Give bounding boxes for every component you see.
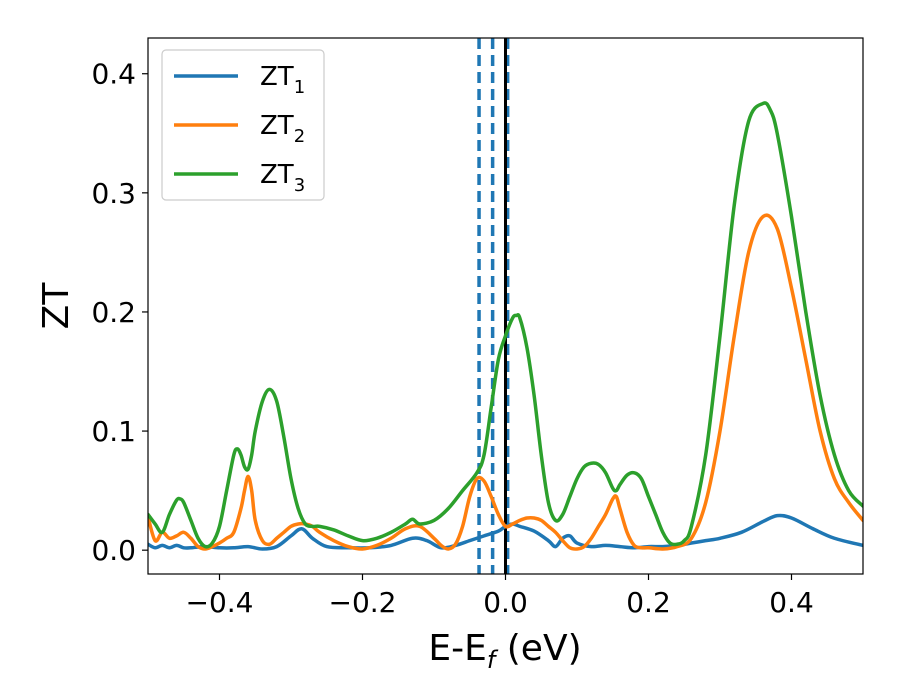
x-tick-label: 0.4 [769, 586, 814, 619]
y-axis-ticks: 0.0 0.1 0.2 0.3 0.4 [91, 58, 148, 567]
x-axis-label-unit: (eV) [495, 628, 581, 669]
legend: ZT1 ZT2 ZT3 [161, 49, 325, 201]
x-tick-label: −0.4 [186, 586, 254, 619]
y-tick-label: 0.4 [91, 58, 136, 91]
series-lines [148, 101, 863, 551]
x-axis-ticks: −0.4 −0.2 0.0 0.2 0.4 [186, 574, 814, 619]
y-axis-label: ZT [36, 282, 77, 330]
y-tick-label: 0.1 [91, 415, 136, 448]
series-line-2 [148, 213, 863, 551]
x-tick-label: 0.0 [483, 586, 528, 619]
y-tick-label: 0.2 [91, 296, 136, 329]
reference-lines [477, 38, 510, 574]
legend-label-2: ZT2 [260, 111, 305, 147]
x-tick-label: 0.2 [626, 586, 671, 619]
legend-box [161, 49, 325, 201]
x-axis-label: E-Ef (eV) [428, 628, 581, 674]
series-line-1 [148, 513, 863, 551]
series-line-3 [148, 101, 863, 549]
legend-label-1: ZT1 [260, 62, 305, 98]
y-tick-label: 0.3 [91, 177, 136, 210]
x-tick-label: −0.2 [329, 586, 397, 619]
y-tick-label: 0.0 [91, 534, 136, 567]
legend-label-3: ZT3 [260, 160, 305, 196]
legend-items: ZT1 ZT2 ZT3 [174, 62, 305, 196]
